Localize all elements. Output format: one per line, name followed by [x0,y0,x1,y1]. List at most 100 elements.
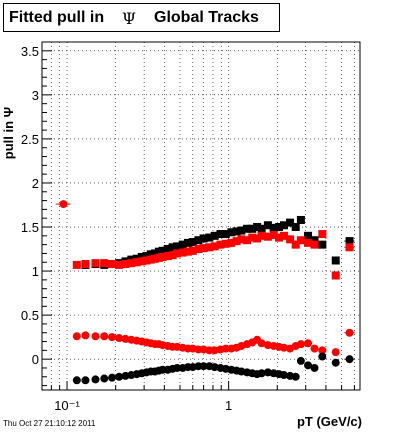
data-point-circle [304,339,313,348]
data-point-circle [121,334,130,343]
data-point-circle [310,363,319,372]
data-point-square [205,243,214,252]
data-point-circle [304,361,313,370]
data-point-square [199,234,208,243]
data-point-circle [331,358,340,367]
data-point-circle [91,332,100,341]
data-point-circle [115,334,124,343]
data-point-square [331,271,340,280]
data-point-square [227,238,236,247]
data-point-circle [81,376,90,385]
data-point-square [248,224,257,233]
data-point-square [286,235,295,244]
data-point-square [168,251,177,260]
y-tick-label: 3.5 [21,44,39,59]
data-point-circle [221,344,230,353]
data-point-square [72,260,81,269]
data-point-square [137,257,146,266]
y-tick-label: 1 [32,264,39,279]
data-point-circle [257,369,266,378]
data-point-square [127,259,136,268]
data-point-square [243,236,252,245]
data-point-square [318,240,327,249]
data-marks [55,200,355,385]
y-tick-label: 1.5 [21,220,39,235]
chart-title-suffix: Global Tracks [154,9,259,26]
data-point-square [216,240,225,249]
data-point-circle [173,363,182,372]
data-point-square [275,223,284,232]
data-point-circle [199,362,208,371]
x-tick-label: 1 [225,398,232,413]
data-point-circle [318,352,327,361]
data-point-square [257,224,266,233]
data-point-circle [279,343,288,352]
data-point-square [263,221,272,230]
axes: 10⁻¹ 1 0 0.5 1 1.5 2 2.5 3 3.5 [21,41,361,413]
data-point-circle [291,372,300,381]
data-point-circle [81,331,90,340]
data-point-square [310,236,319,245]
data-point-square [269,223,278,232]
data-point-circle [108,333,117,342]
x-axis-label: pT (GeV/c) [297,414,362,429]
data-point-square [291,240,300,249]
data-point-circle [72,376,81,385]
y-tick-label: 2 [32,176,39,191]
data-point-square [163,252,172,261]
plot-frame [41,41,361,391]
data-point-square [210,242,219,251]
data-point-square [237,226,246,235]
data-point-circle [108,373,117,382]
data-point-square [269,230,278,239]
data-point-square [221,230,230,239]
data-point-square [205,233,214,242]
data-point-square [210,231,219,240]
data-point-circle [100,332,109,341]
data-point-circle [318,346,327,355]
data-point-square [178,240,187,249]
data-point-square [248,233,257,242]
data-point-square [178,248,187,257]
y-axis-label: pull in Ψ [1,107,16,159]
data-point-circle [257,339,266,348]
data-point-square [310,240,319,249]
y-tick-label: 3 [32,88,39,103]
data-point-circle [279,371,288,380]
data-point-square [142,252,151,261]
data-point-square [158,246,167,255]
y-tick-label: 2.5 [21,132,39,147]
data-point-square [331,256,340,265]
data-point-square [121,260,130,269]
data-point-square [194,245,203,254]
y-tick-label: 0.5 [21,308,39,323]
data-point-square [232,237,241,246]
data-point-square [279,231,288,240]
y-tick-label: 0 [32,352,39,367]
data-point-square [199,244,208,253]
data-point-square [253,223,262,232]
data-point-square [221,239,230,248]
grid-lines [41,42,360,390]
data-point-square [81,260,90,269]
data-point-square [115,260,124,269]
data-point-square [227,228,236,237]
data-point-square [188,237,197,246]
data-point-circle [296,356,305,365]
data-point-square [91,259,100,268]
data-point-square [173,249,182,258]
data-point-circle [100,374,109,383]
data-point-circle [121,371,130,380]
data-point-square [237,235,246,244]
data-point-square [296,236,305,245]
data-point-circle [72,332,81,341]
data-point-square [243,224,252,233]
data-point-circle [331,348,340,357]
data-point-square [142,256,151,265]
data-point-square [257,231,266,240]
data-point-square [291,223,300,232]
data-point-square [216,230,225,239]
data-point-circle [91,375,100,384]
data-point-square [183,238,192,247]
